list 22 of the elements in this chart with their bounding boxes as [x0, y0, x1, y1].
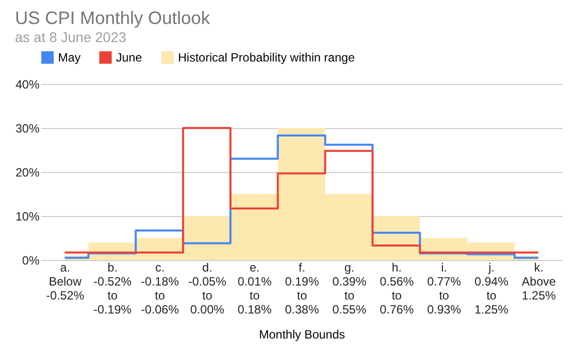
x-tick-label: e. 0.01% to 0.18%	[238, 260, 272, 316]
x-axis-title: Monthly Bounds	[258, 328, 346, 342]
x-tick-label: g. 0.39% to 0.55%	[332, 260, 367, 316]
y-tick-label: 30%	[15, 122, 40, 136]
chart-subtitle: as at 8 June 2023	[14, 29, 127, 45]
x-tick-label: f. 0.19% to 0.38%	[284, 260, 320, 316]
x-tick-label: h. 0.56% to 0.76%	[380, 260, 414, 316]
x-tick-label: b. -0.52% to -0.19%	[94, 260, 132, 316]
legend-label: May	[58, 50, 81, 65]
x-tick-label: a. Below -0.52%	[46, 260, 85, 302]
y-tick-label: 0%	[22, 254, 40, 268]
y-tick-label: 40%	[15, 78, 40, 92]
x-tick-label: i. 0.77% to 0.93%	[427, 260, 462, 316]
x-tick-label: c. -0.18% to -0.06%	[140, 260, 180, 316]
x-tick-label: k. Above 1.25%	[522, 260, 556, 302]
y-tick-label: 20%	[15, 166, 40, 180]
y-tick-label: 10%	[15, 210, 40, 224]
x-tick-label: j. 0.94% to 1.25%	[474, 260, 509, 316]
x-tick-label: d. -0.05% to 0.00%	[188, 260, 227, 316]
chart-title: US CPI Monthly Outlook	[14, 8, 212, 28]
legend-label: June	[116, 50, 142, 65]
legend-label: Historical Probability within range	[178, 50, 356, 65]
